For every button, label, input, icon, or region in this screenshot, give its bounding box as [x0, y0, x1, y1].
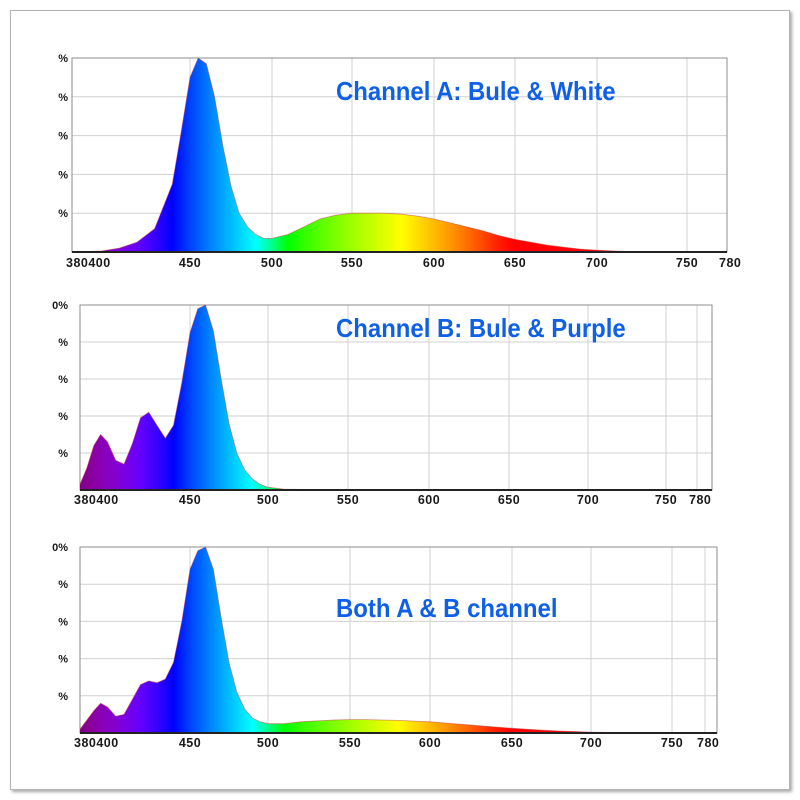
x-tick-label: 650: [501, 736, 523, 750]
x-tick-label: 550: [341, 256, 363, 270]
y-tick-label: %: [58, 53, 68, 65]
y-tick-label: 0%: [52, 300, 68, 312]
y-tick-label: 0%: [52, 542, 68, 554]
spectrum-area: [72, 58, 727, 252]
x-tick-label: 450: [179, 256, 201, 270]
x-tick-label: 600: [423, 256, 445, 270]
x-tick-label: 450: [179, 493, 201, 507]
y-tick-label: %: [58, 411, 68, 423]
x-tick-label: 380400: [74, 736, 119, 750]
x-tick-label: 550: [337, 493, 359, 507]
chart-channel-b: 380400 450 500 550 600 650 700 750 780 0%%%%% Cha…: [52, 299, 732, 519]
chart-channel-a-plot: 380400 450 500 550 600 650 700 750 780%%%%%: [58, 53, 741, 270]
chart-channel-b-plot: 380400 450 500 550 600 650 700 750 780 0%%%%%: [52, 300, 713, 507]
y-tick-label: %: [58, 579, 68, 591]
grid: [79, 546, 718, 734]
x-tick-label: 780: [689, 493, 711, 507]
x-tick-label: 750: [676, 256, 698, 270]
x-tick-label: 700: [586, 256, 608, 270]
chart-title-both-channels: Both A & B channel: [336, 593, 558, 623]
x-tick-label: 780: [719, 256, 741, 270]
y-tick-label: %: [58, 448, 68, 460]
figure-frame: [10, 10, 790, 790]
x-tick-label: 450: [179, 736, 201, 750]
chart-title-channel-a: Channel A: Bule & White: [336, 76, 616, 106]
x-tick-label: 600: [418, 493, 440, 507]
chart-both-channels: 380400 450 500 550 600 650 700 750 780 0%%%%% Bot…: [52, 541, 732, 761]
x-tick-label: 700: [577, 493, 599, 507]
x-tick-label: 500: [257, 736, 279, 750]
spectrum-line: [79, 546, 705, 734]
chart-channel-a: 380400 450 500 550 600 650 700 750 780%%%%% Chan…: [58, 52, 741, 282]
y-tick-label: %: [58, 691, 68, 703]
x-tick-label: 650: [504, 256, 526, 270]
x-tick-label: 380400: [66, 256, 111, 270]
x-tick-label: 380400: [74, 493, 119, 507]
x-tick-label: 700: [580, 736, 602, 750]
x-tick-label: 500: [257, 493, 279, 507]
spectrum-area: [80, 547, 705, 733]
x-tick-label: 750: [661, 736, 683, 750]
x-tick-label: 750: [655, 493, 677, 507]
spectrum-line: [71, 57, 727, 253]
y-tick-label: %: [58, 169, 68, 181]
x-tick-label: 500: [261, 256, 283, 270]
y-tick-label: %: [58, 208, 68, 220]
x-tick-label: 600: [419, 736, 441, 750]
x-tick-label: 650: [498, 493, 520, 507]
y-tick-label: %: [58, 131, 68, 143]
y-tick-label: %: [58, 654, 68, 666]
y-tick-label: %: [58, 616, 68, 628]
y-tick-label: %: [58, 374, 68, 386]
chart-both-channels-plot: 380400 450 500 550 600 650 700 750 780 0%%%%%: [52, 542, 719, 750]
y-tick-label: %: [58, 337, 68, 349]
x-tick-label: 780: [697, 736, 719, 750]
x-tick-label: 550: [339, 736, 361, 750]
chart-title-channel-b: Channel B: Bule & Purple: [336, 313, 626, 343]
y-tick-label: %: [58, 92, 68, 104]
